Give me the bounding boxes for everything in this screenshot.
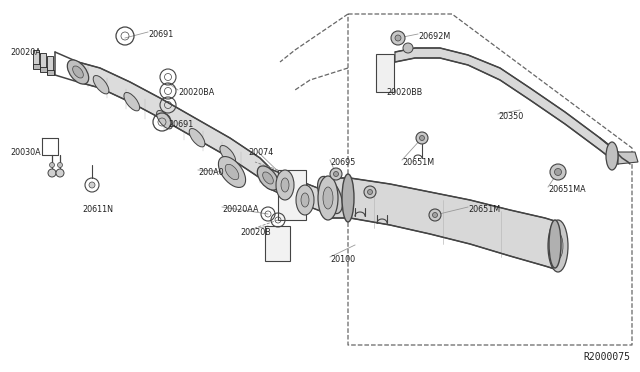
- Ellipse shape: [553, 233, 563, 259]
- Ellipse shape: [281, 178, 289, 192]
- Bar: [47, 56, 53, 74]
- Circle shape: [330, 168, 342, 180]
- Ellipse shape: [257, 166, 278, 190]
- Circle shape: [56, 169, 64, 177]
- Text: 20692M: 20692M: [418, 32, 451, 41]
- Text: 20100: 20100: [330, 255, 355, 264]
- Bar: [265, 226, 290, 261]
- Ellipse shape: [225, 164, 239, 180]
- Ellipse shape: [548, 220, 568, 272]
- Circle shape: [89, 182, 95, 188]
- Circle shape: [58, 163, 63, 167]
- Text: 20651M: 20651M: [402, 158, 434, 167]
- Text: 20350: 20350: [498, 112, 524, 121]
- Polygon shape: [268, 168, 328, 214]
- Ellipse shape: [323, 187, 333, 209]
- Polygon shape: [78, 62, 270, 188]
- Bar: [278, 170, 306, 220]
- Ellipse shape: [220, 145, 236, 164]
- Text: 20695: 20695: [330, 158, 355, 167]
- Bar: [33, 64, 40, 69]
- Ellipse shape: [157, 110, 172, 129]
- Bar: [33, 50, 39, 68]
- Circle shape: [395, 35, 401, 41]
- Text: 20020AA: 20020AA: [222, 205, 259, 214]
- Text: 20020BA: 20020BA: [178, 88, 214, 97]
- Polygon shape: [328, 178, 558, 270]
- Ellipse shape: [262, 172, 273, 184]
- Text: 20074: 20074: [248, 148, 273, 157]
- Circle shape: [48, 169, 56, 177]
- Ellipse shape: [189, 128, 205, 147]
- Text: 20691: 20691: [148, 30, 173, 39]
- Text: 20651M: 20651M: [468, 205, 500, 214]
- Polygon shape: [395, 48, 618, 164]
- Ellipse shape: [324, 186, 336, 204]
- Ellipse shape: [301, 193, 309, 207]
- Text: 200A0: 200A0: [198, 168, 223, 177]
- Bar: [47, 70, 54, 75]
- Ellipse shape: [276, 170, 294, 200]
- Ellipse shape: [549, 220, 561, 268]
- Bar: [376, 54, 394, 92]
- Ellipse shape: [67, 60, 89, 84]
- Circle shape: [367, 189, 372, 195]
- Circle shape: [416, 132, 428, 144]
- Ellipse shape: [218, 157, 246, 187]
- Polygon shape: [618, 152, 638, 164]
- Text: 20030A: 20030A: [10, 148, 40, 157]
- Text: 20020A: 20020A: [10, 48, 41, 57]
- Text: 20020BB: 20020BB: [386, 88, 422, 97]
- Text: R2000075: R2000075: [583, 352, 630, 362]
- Circle shape: [429, 209, 441, 221]
- Circle shape: [419, 135, 424, 141]
- Ellipse shape: [318, 176, 338, 220]
- Ellipse shape: [606, 142, 618, 170]
- Text: 20611N: 20611N: [82, 205, 113, 214]
- Text: 20651MA: 20651MA: [548, 185, 586, 194]
- Ellipse shape: [296, 185, 314, 215]
- Ellipse shape: [73, 66, 83, 78]
- Circle shape: [554, 169, 561, 176]
- Ellipse shape: [342, 174, 354, 222]
- Circle shape: [550, 164, 566, 180]
- Circle shape: [433, 212, 438, 218]
- Bar: [40, 53, 46, 71]
- Text: 20691: 20691: [168, 120, 193, 129]
- Bar: [40, 67, 47, 72]
- Ellipse shape: [317, 176, 342, 214]
- Ellipse shape: [124, 93, 140, 111]
- Text: 20020B: 20020B: [240, 228, 271, 237]
- Circle shape: [333, 171, 339, 176]
- Circle shape: [403, 43, 413, 53]
- Circle shape: [391, 31, 405, 45]
- Ellipse shape: [93, 76, 109, 94]
- Circle shape: [49, 163, 54, 167]
- Circle shape: [364, 186, 376, 198]
